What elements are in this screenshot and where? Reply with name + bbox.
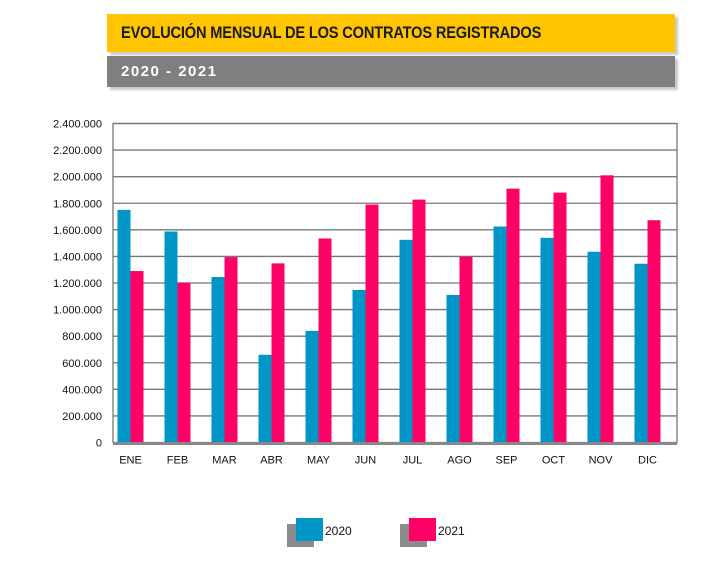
bar-2021-jul <box>412 199 426 443</box>
x-tick-label: JUL <box>403 455 423 467</box>
y-tick-label: 1.000.000 <box>53 305 102 317</box>
y-tick-label: 2.400.000 <box>53 119 102 131</box>
bar-2021-feb <box>177 282 191 443</box>
bar-2020-ago <box>446 294 460 443</box>
bar-2021-nov <box>600 175 614 443</box>
y-tick-label: 400.000 <box>62 384 102 396</box>
y-tick-label: 1.200.000 <box>53 278 102 290</box>
y-tick-label: 2.000.000 <box>53 172 102 184</box>
bar-2020-sep <box>493 226 507 443</box>
y-tick-label: 600.000 <box>62 358 102 370</box>
x-tick-label: JUN <box>355 455 376 467</box>
legend-label-2021: 2021 <box>438 524 465 538</box>
x-tick-label: FEB <box>167 455 188 467</box>
bar-2020-feb <box>164 231 178 443</box>
bar-2021-ago <box>459 256 473 443</box>
y-tick-label: 800.000 <box>62 331 102 343</box>
bar-2020-abr <box>258 354 272 443</box>
bar-2020-may <box>305 330 319 443</box>
bar-2021-mar <box>224 257 238 443</box>
chart-title: EVOLUCIÓN MENSUAL DE LOS CONTRATOS REGIS… <box>121 23 542 42</box>
bar-2021-sep <box>506 188 520 443</box>
y-tick-label: 0 <box>96 438 102 450</box>
bar-2021-abr <box>271 263 285 443</box>
y-tick-label: 1.400.000 <box>53 251 102 263</box>
x-tick-label: AGO <box>447 455 472 467</box>
legend-label-2020: 2020 <box>325 524 352 538</box>
x-tick-label: MAR <box>212 455 237 467</box>
subtitle-banner: 2020 - 2021 <box>107 56 675 87</box>
y-tick-label: 200.000 <box>62 411 102 423</box>
x-tick-label: DIC <box>638 455 657 467</box>
bar-2021-oct <box>553 192 567 443</box>
bar-2020-dic <box>634 263 648 443</box>
x-tick-label: SEP <box>495 455 517 467</box>
x-tick-label: ABR <box>260 455 283 467</box>
legend-swatch-2020 <box>296 518 323 541</box>
chart-subtitle: 2020 - 2021 <box>121 63 218 80</box>
x-tick-label: MAY <box>307 455 331 467</box>
title-banner: EVOLUCIÓN MENSUAL DE LOS CONTRATOS REGIS… <box>107 14 675 52</box>
bar-2020-ene <box>117 209 131 443</box>
bar-2020-oct <box>540 237 554 443</box>
y-tick-label: 2.200.000 <box>53 145 102 157</box>
bar-2020-mar <box>211 277 225 443</box>
x-tick-label: NOV <box>589 455 614 467</box>
y-tick-label: 1.600.000 <box>53 225 102 237</box>
bar-2021-jun <box>365 204 379 443</box>
bar-2020-jul <box>399 239 413 443</box>
y-tick-label: 1.800.000 <box>53 198 102 210</box>
bar-2020-nov <box>587 251 601 443</box>
bar-2021-may <box>318 238 332 443</box>
bar-2020-jun <box>352 289 366 443</box>
bar-2021-ene <box>130 271 144 443</box>
x-tick-label: ENE <box>119 455 142 467</box>
legend-swatch-2021 <box>409 518 436 541</box>
x-tick-label: OCT <box>542 455 566 467</box>
bar-2021-dic <box>647 220 661 443</box>
